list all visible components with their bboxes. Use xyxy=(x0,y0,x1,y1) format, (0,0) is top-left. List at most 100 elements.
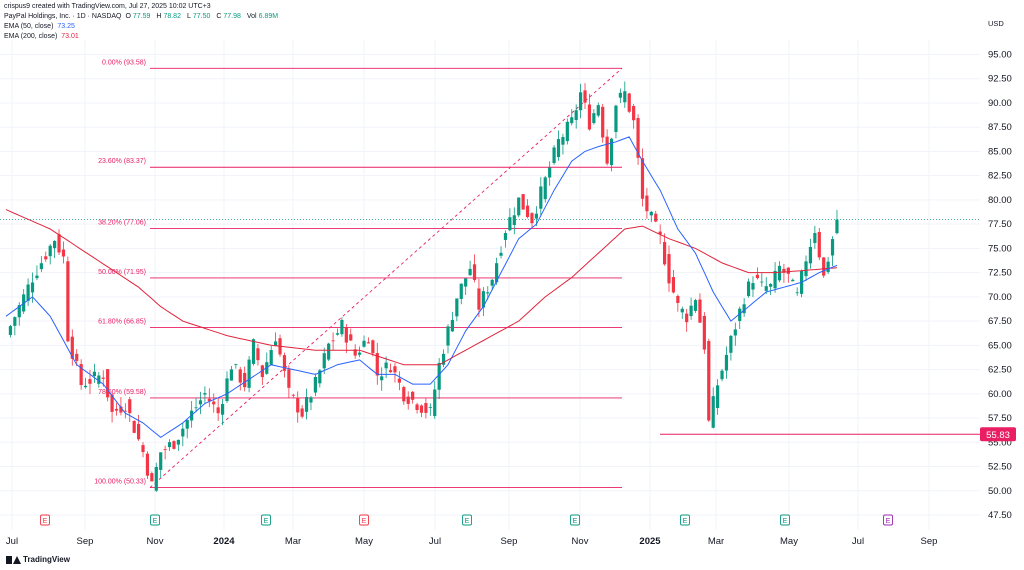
ema200-legend[interactable]: EMA (200, close) 73.01 xyxy=(4,32,81,41)
earnings-marker[interactable] xyxy=(883,514,893,526)
candle-body xyxy=(39,263,43,270)
ema50-legend[interactable]: EMA (50, close) 73.25 xyxy=(4,22,77,31)
ema200-value: 73.01 xyxy=(61,33,79,40)
candle-body xyxy=(649,211,653,216)
candle-body xyxy=(212,401,216,405)
candle-body xyxy=(234,364,238,365)
candle-body xyxy=(795,292,799,294)
candle-body xyxy=(61,249,66,257)
candle-body xyxy=(561,137,565,145)
earnings-marker[interactable] xyxy=(40,514,50,526)
support-line[interactable]: 55.83 xyxy=(660,427,1016,442)
x-tick-label: Mar xyxy=(708,536,724,547)
y-tick-label: 50.00 xyxy=(988,486,1012,497)
candle-body xyxy=(464,278,468,287)
candle-body xyxy=(114,408,119,411)
candle-body xyxy=(97,375,101,384)
candle-body xyxy=(150,473,154,482)
candle-body xyxy=(587,104,592,130)
candle-body xyxy=(601,106,605,138)
candle-body xyxy=(693,300,698,311)
candle-body xyxy=(711,396,715,428)
candle-body xyxy=(327,343,331,360)
candle-body xyxy=(163,449,167,451)
candle-body xyxy=(450,319,455,332)
symbol-legend[interactable]: PayPal Holdings, Inc. · 1D · NASDAQ O 77.… xyxy=(4,12,282,21)
candle-body xyxy=(804,261,808,277)
candle-body xyxy=(645,195,649,212)
candle-body xyxy=(632,106,636,121)
candle-body xyxy=(534,213,538,219)
candle-body xyxy=(110,394,114,412)
y-tick-label: 92.50 xyxy=(988,74,1012,85)
candle-body xyxy=(70,336,74,359)
candle-body xyxy=(556,139,561,158)
y-tick-label: 72.50 xyxy=(988,268,1012,279)
candle-body xyxy=(676,295,680,303)
candle-body xyxy=(309,397,313,403)
candle-body xyxy=(251,339,256,364)
candle-body xyxy=(459,283,463,299)
candle-body xyxy=(658,231,662,235)
candle-body xyxy=(729,335,733,353)
tradingview-brand[interactable]: TradingView xyxy=(6,555,70,564)
candle-body xyxy=(106,369,110,398)
candle-body xyxy=(512,215,516,225)
price-axis[interactable]: 95.00 92.50 90.00 87.50 85.00 82.50 80.00 77.50… xyxy=(988,50,1012,522)
x-tick-label: Sep xyxy=(501,536,518,547)
candle-body xyxy=(742,304,746,314)
earnings-marker[interactable] xyxy=(780,514,790,526)
candle-body xyxy=(627,93,631,112)
candle-body xyxy=(689,305,693,317)
x-tick-label: Sep xyxy=(921,536,938,547)
fib-level-label: 61.80% (66.85) xyxy=(98,318,146,325)
candle-body xyxy=(66,261,70,342)
y-tick-label: 65.00 xyxy=(988,340,1012,351)
candle-body xyxy=(154,467,158,491)
ema200-label: EMA (200, close) xyxy=(4,33,58,40)
candle-body xyxy=(817,231,821,258)
candle-body xyxy=(481,291,485,308)
candle-body xyxy=(362,340,366,347)
fibonacci-retracement[interactable]: 0.00% (93.58) 23.60% (83.37) 38.20% (77.06… xyxy=(94,59,623,489)
candle-body xyxy=(548,167,552,178)
earnings-marker[interactable] xyxy=(261,514,271,526)
candle-body xyxy=(826,261,830,273)
earnings-marker[interactable] xyxy=(570,514,580,526)
candle-body xyxy=(26,284,30,301)
candle-body xyxy=(88,379,92,384)
earnings-marker-label: E xyxy=(465,518,470,525)
candle-body xyxy=(291,394,295,396)
candle-body xyxy=(318,370,322,384)
candle-body xyxy=(172,441,176,449)
candle-body xyxy=(565,121,569,142)
candle-body xyxy=(353,349,357,356)
earnings-marker[interactable] xyxy=(462,514,472,526)
candle-body xyxy=(167,442,172,448)
candle-body xyxy=(830,239,835,256)
candle-body xyxy=(419,405,424,413)
ema50-value: 73.25 xyxy=(57,23,75,30)
candle-body xyxy=(455,298,459,317)
candle-body xyxy=(375,353,379,376)
ema-200-polyline xyxy=(5,209,838,366)
time-axis[interactable]: Jul Sep Nov 2024 Mar May Jul Sep Nov 2025 Mar May Ju… xyxy=(6,536,938,547)
y-tick-label: 52.50 xyxy=(988,462,1012,473)
candle-body xyxy=(490,279,494,286)
earnings-marker[interactable] xyxy=(359,514,369,526)
candle-body xyxy=(260,365,264,378)
candle-body xyxy=(243,372,247,388)
candle-body xyxy=(75,353,79,361)
candle-body xyxy=(724,354,729,371)
candle-body xyxy=(791,279,795,282)
candle-body xyxy=(662,242,667,265)
earnings-marker[interactable] xyxy=(150,514,160,526)
candle-body xyxy=(415,404,419,410)
y-tick-label: 95.00 xyxy=(988,50,1012,61)
candle-body xyxy=(8,326,13,335)
candle-body xyxy=(698,299,702,323)
candle-body xyxy=(53,241,57,249)
earnings-marker[interactable] xyxy=(680,514,690,526)
